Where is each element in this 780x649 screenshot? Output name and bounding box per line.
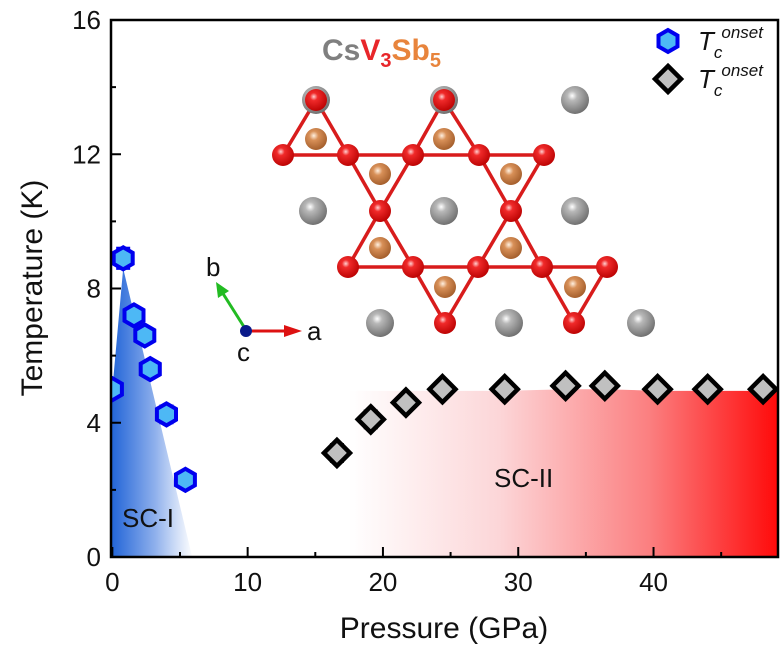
a-axis-arrowhead <box>284 325 302 337</box>
cs-atom <box>299 197 327 225</box>
sb-atom <box>564 276 586 298</box>
y-tick-label: 16 <box>72 5 101 35</box>
data-markers <box>111 244 778 494</box>
data-point-sc1 <box>122 302 146 329</box>
sb-atom <box>369 237 391 259</box>
data-point-sc1 <box>154 401 178 428</box>
phase-regions <box>111 268 778 557</box>
legend-label: Tconset <box>698 61 764 100</box>
sb-atom <box>434 276 456 298</box>
v-atom <box>500 200 522 222</box>
region-label-sc1: SC-I <box>122 503 174 533</box>
y-axis-title: Temperature (K) <box>16 180 49 397</box>
v-atom <box>468 144 490 166</box>
v-atom <box>434 312 456 334</box>
crystal-axis-b-label: b <box>206 252 220 282</box>
v-atom <box>596 256 618 278</box>
data-point-sc2 <box>389 386 423 419</box>
sb-atom <box>500 163 522 185</box>
crystal-structure-inset <box>272 86 655 337</box>
x-tick-label: 0 <box>105 567 119 597</box>
crystal-axes-indicator: b a c <box>206 252 322 367</box>
v-atom <box>533 144 555 166</box>
cs-atom <box>495 309 523 337</box>
data-point-sc2 <box>426 373 459 406</box>
chemical-formula: CsV3Sb5 <box>322 34 441 72</box>
v-atom <box>337 144 359 166</box>
data-point-sc1 <box>111 244 135 272</box>
c-axis-dot <box>240 325 252 337</box>
v-atom <box>531 256 553 278</box>
legend-label: Tconset <box>698 23 764 62</box>
region-sc1-fill <box>111 268 194 557</box>
data-point-sc1 <box>138 355 162 383</box>
v-atom <box>433 89 455 111</box>
y-tick-label: 0 <box>87 542 101 572</box>
data-point-sc2 <box>746 373 778 406</box>
data-point-sc2 <box>488 373 521 406</box>
b-axis-arrow <box>220 291 248 331</box>
data-point-sc1 <box>133 322 157 349</box>
sb-atom <box>500 237 522 259</box>
v-atom <box>563 312 585 334</box>
legend-marker <box>656 27 680 55</box>
y-tick-label: 12 <box>72 139 101 169</box>
x-tick-label: 10 <box>233 567 262 597</box>
v-atom <box>305 89 327 111</box>
x-tick-label: 30 <box>504 567 533 597</box>
data-point-sc2 <box>354 403 387 436</box>
data-point-sc2 <box>691 373 724 406</box>
data-point-sc2 <box>549 369 582 403</box>
crystal-axis-a-label: a <box>307 316 322 346</box>
cs-atom <box>561 197 589 225</box>
cs-atom <box>366 309 394 337</box>
data-point-sc1 <box>173 466 197 494</box>
x-axis-title: Pressure (GPa) <box>340 612 548 645</box>
x-tick-label: 40 <box>639 567 668 597</box>
y-tick-label: 4 <box>87 408 101 438</box>
y-tick-label: 8 <box>87 274 101 304</box>
axis-ticks: 0 10 20 30 40 0 4 8 12 16 <box>72 5 723 597</box>
data-point-sc2 <box>641 373 674 406</box>
b-axis-arrowhead <box>216 282 229 298</box>
data-point-sc1 <box>111 375 124 403</box>
v-atom <box>402 144 424 166</box>
data-point-sc2 <box>588 369 622 403</box>
v-atom <box>467 256 489 278</box>
v-atom <box>337 256 359 278</box>
x-tick-label: 20 <box>368 567 397 597</box>
v-atom <box>369 200 391 222</box>
data-point-sc2 <box>320 436 354 470</box>
crystal-axis-c-label: c <box>237 337 250 367</box>
v-atom <box>272 144 294 166</box>
sb-atom <box>305 128 327 150</box>
sb-atom <box>433 128 455 150</box>
sb-atom <box>369 163 391 185</box>
region-label-sc2: SC-II <box>494 463 553 493</box>
cs-atom <box>430 197 458 225</box>
legend-marker <box>651 62 685 96</box>
cs-atom <box>561 86 589 114</box>
v-atom <box>402 256 424 278</box>
region-sc2-fill <box>349 389 778 557</box>
cs-atom <box>627 309 655 337</box>
